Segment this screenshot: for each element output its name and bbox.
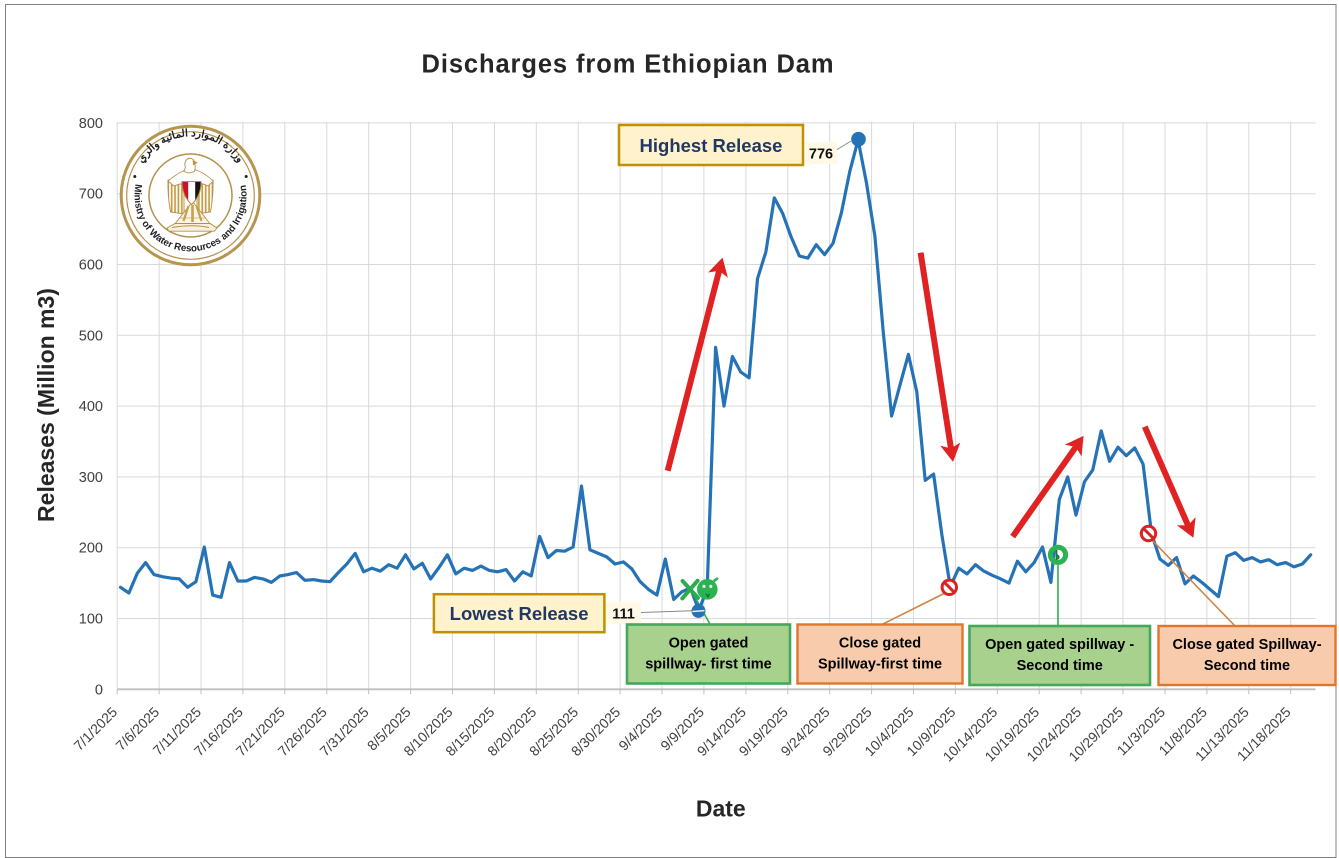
- svg-text:Second time: Second time: [1204, 658, 1290, 674]
- svg-text:600: 600: [79, 258, 103, 274]
- svg-text:400: 400: [79, 399, 103, 415]
- svg-text:Highest Release: Highest Release: [640, 135, 783, 156]
- svg-text:800: 800: [79, 116, 103, 132]
- svg-text:Open gated: Open gated: [669, 636, 749, 652]
- svg-text:Discharges from Ethiopian Dam: Discharges from Ethiopian Dam: [422, 51, 835, 79]
- svg-text:Lowest Release: Lowest Release: [450, 603, 589, 624]
- svg-text:Close gated: Close gated: [839, 636, 921, 652]
- svg-text:Releases (Million m3): Releases (Million m3): [33, 288, 59, 522]
- svg-text:Open gated spillway -: Open gated spillway -: [985, 637, 1134, 653]
- svg-text:776: 776: [809, 147, 833, 163]
- svg-text:0: 0: [95, 682, 103, 698]
- svg-text:Close gated Spillway-: Close gated Spillway-: [1172, 637, 1321, 653]
- svg-text:111: 111: [612, 607, 635, 623]
- svg-text:Spillway-first time: Spillway-first time: [818, 657, 942, 673]
- svg-text:200: 200: [79, 541, 103, 557]
- svg-text:Date: Date: [696, 796, 746, 822]
- svg-text:Second time: Second time: [1017, 658, 1103, 674]
- svg-text:300: 300: [79, 470, 103, 486]
- svg-text:100: 100: [79, 612, 103, 628]
- svg-text:spillway- first time: spillway- first time: [645, 657, 772, 673]
- svg-text:500: 500: [79, 328, 103, 344]
- svg-text:700: 700: [79, 187, 103, 203]
